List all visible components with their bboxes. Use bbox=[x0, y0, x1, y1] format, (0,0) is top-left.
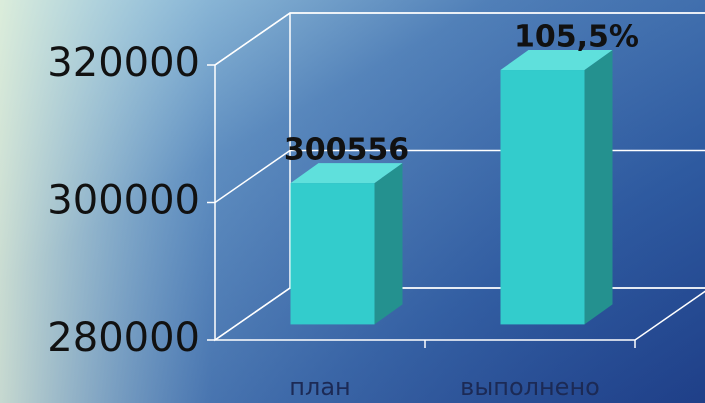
x-tick-label: выполнено bbox=[460, 373, 600, 401]
x-tick-label: план bbox=[289, 373, 350, 401]
chart: 280000 300000 320000 план 300556 выполнено 105… bbox=[0, 0, 705, 403]
bar bbox=[501, 70, 585, 324]
bar-side bbox=[375, 163, 403, 324]
y-tick-label: 280000 bbox=[47, 315, 200, 361]
bar-side bbox=[585, 50, 613, 324]
value-label: 300556 bbox=[284, 133, 409, 168]
y-tick-label: 300000 bbox=[47, 178, 200, 224]
annotation: 105,5% bbox=[514, 20, 639, 55]
y-tick-label: 320000 bbox=[47, 40, 200, 86]
bar bbox=[291, 183, 375, 324]
